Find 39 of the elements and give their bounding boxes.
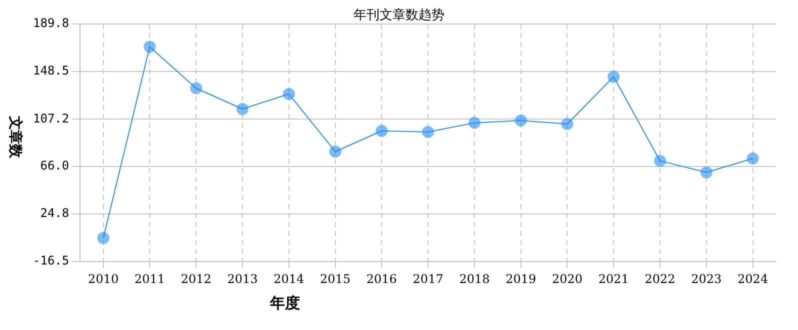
x-tick-label: 2016 [366,272,397,286]
x-tick-label: 2013 [227,272,258,286]
y-tick-label: 148.5 [33,64,70,78]
y-tick-label: 24.8 [40,206,70,220]
y-tick-label: 107.2 [33,111,70,126]
point [282,88,295,100]
x-tick-label: 2017 [412,272,444,286]
point [329,146,342,158]
y-tick-label: -16.5 [33,254,70,268]
x-tick-label: 2019 [506,272,536,286]
point [700,166,712,178]
x-tick-label: 2014 [274,272,305,286]
point [376,124,388,137]
x-tick-label: 2018 [459,272,490,286]
point [561,118,574,130]
y-tick-label: 189.8 [33,16,70,30]
x-tick-label: 2024 [738,272,768,286]
y-axis-title: 文章数 [6,115,24,160]
chart-title: 年刊文章数趋势 [354,8,444,23]
point [468,116,480,129]
x-tick-label: 2021 [598,272,629,286]
point [97,232,110,244]
y-tick-label: 66.0 [40,158,70,173]
point [746,152,759,165]
point [236,102,248,115]
x-tick-label: 2011 [134,272,165,286]
x-tick-label: 2020 [552,272,583,286]
x-tick-label: 2010 [88,272,119,286]
x-tick-label: 2023 [691,272,722,286]
point [514,114,527,127]
point [608,70,620,83]
x-axis-title: 年度 [270,294,300,313]
point [144,40,156,53]
x-tick-label: 2015 [320,272,351,286]
x-tick-label: 2012 [180,272,212,286]
point [654,154,666,167]
point [190,82,202,94]
x-tick-label: 2022 [644,272,676,286]
point [422,126,434,138]
